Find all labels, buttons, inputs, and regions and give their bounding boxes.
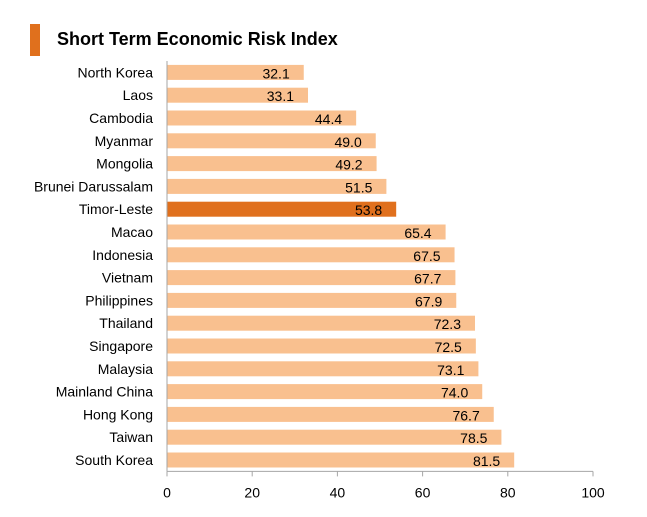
title-accent-bar <box>30 24 40 56</box>
category-label: Macao <box>111 224 153 240</box>
data-label: 67.5 <box>413 248 440 264</box>
bar-thailand <box>167 315 475 331</box>
bar-vietnam <box>167 270 456 286</box>
data-label: 49.0 <box>334 134 361 150</box>
data-label: 76.7 <box>452 407 479 423</box>
data-label: 49.2 <box>335 157 362 173</box>
data-label: 72.5 <box>435 339 462 355</box>
bar-south-korea <box>167 452 515 468</box>
data-label: 32.1 <box>262 65 289 81</box>
category-label: Brunei Darussalam <box>34 178 153 194</box>
x-tick-label: 0 <box>163 484 171 500</box>
data-label: 72.3 <box>434 316 461 332</box>
bar-north-korea <box>167 64 304 80</box>
data-label: 81.5 <box>473 453 500 469</box>
category-label: Laos <box>123 87 153 103</box>
bar-philippines <box>167 292 457 308</box>
category-label: Myanmar <box>95 133 154 149</box>
data-label: 44.4 <box>315 111 342 127</box>
category-label: Cambodia <box>89 110 153 126</box>
x-tick-label: 40 <box>330 484 346 500</box>
data-label: 67.9 <box>415 293 442 309</box>
data-label: 78.5 <box>460 430 487 446</box>
category-label: Philippines <box>85 292 153 308</box>
category-label: Mongolia <box>96 156 153 172</box>
category-label: Indonesia <box>92 247 153 263</box>
bar-macao <box>167 224 446 240</box>
category-label: Timor-Leste <box>79 201 153 217</box>
bar-mongolia <box>167 156 377 172</box>
category-label: North Korea <box>78 64 154 80</box>
bar-singapore <box>167 338 476 354</box>
data-label: 74.0 <box>441 385 468 401</box>
category-label: Taiwan <box>109 429 153 445</box>
x-tick-label: 80 <box>500 484 516 500</box>
data-label: 51.5 <box>345 179 372 195</box>
bar-laos <box>167 87 309 103</box>
category-label: Singapore <box>89 338 153 354</box>
bar-hong-kong <box>167 406 494 422</box>
category-label: Vietnam <box>102 270 153 286</box>
bar-taiwan <box>167 429 502 445</box>
x-tick-label: 60 <box>415 484 431 500</box>
data-label: 67.7 <box>414 271 441 287</box>
data-label: 65.4 <box>404 225 431 241</box>
category-label: Malaysia <box>98 361 153 377</box>
category-label: Hong Kong <box>83 406 153 422</box>
category-label: Mainland China <box>56 384 153 400</box>
bar-myanmar <box>167 133 376 149</box>
x-tick-label: 20 <box>244 484 260 500</box>
bar-timor-leste <box>167 201 397 217</box>
bar-indonesia <box>167 247 455 263</box>
bar-malaysia <box>167 361 479 377</box>
bar-mainland-china <box>167 384 483 400</box>
category-label: Thailand <box>99 315 153 331</box>
bar-brunei-darussalam <box>167 178 387 194</box>
chart-title: Short Term Economic Risk Index <box>57 29 338 49</box>
x-tick-label: 100 <box>581 484 605 500</box>
data-label: 53.8 <box>355 202 382 218</box>
data-label: 73.1 <box>437 362 464 378</box>
bar-cambodia <box>167 110 357 126</box>
category-label: South Korea <box>75 452 153 468</box>
data-label: 33.1 <box>267 88 294 104</box>
